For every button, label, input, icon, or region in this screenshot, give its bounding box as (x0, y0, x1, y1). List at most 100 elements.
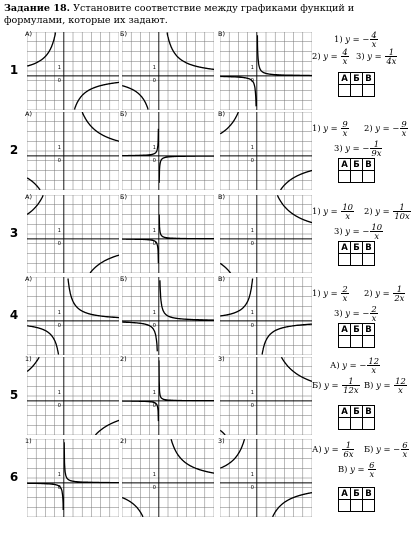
answer-cell[interactable] (350, 170, 363, 183)
unit-label: 1 (58, 145, 61, 151)
graph-label: А) (25, 30, 32, 38)
graph-svg: 10 (219, 438, 313, 518)
denominator: x (398, 385, 403, 395)
formula-lhs: y = − (345, 34, 370, 44)
graph-svg: 10 (121, 31, 215, 111)
graph-panel: 1 0 А) (25, 30, 120, 111)
answer-cell[interactable] (338, 170, 351, 183)
graph-label: Б) (120, 30, 127, 38)
hyperbola-branch (220, 75, 257, 107)
answer-cell[interactable] (338, 253, 351, 266)
answer-cell[interactable] (362, 253, 375, 266)
unit-label: 1 (153, 228, 156, 234)
denominator: x (345, 211, 351, 221)
hyperbola-branch (159, 280, 214, 321)
answer-cell[interactable] (350, 499, 363, 512)
numerator: 12 (367, 356, 381, 366)
numerator: 10 (370, 222, 384, 232)
answer-cell[interactable] (350, 335, 363, 348)
hyperbola-branch (26, 32, 57, 67)
graph-grid (26, 356, 120, 436)
graph-label: В) (218, 275, 225, 283)
answer-cell[interactable] (362, 170, 375, 183)
hyperbola-branch (122, 128, 160, 157)
answer-cell[interactable] (350, 417, 363, 430)
answer-header: А (338, 323, 351, 336)
graph-panel: 1 0 А) (25, 110, 120, 191)
answer-cell[interactable] (362, 417, 375, 430)
unit-label: 1 (153, 145, 156, 151)
graph-panel: 1 0 1) (25, 437, 120, 518)
formula-tag: 1) (312, 206, 324, 216)
graph-panel: 1 0 3) (218, 355, 313, 436)
formula-lhs: y = − (375, 123, 400, 133)
graph-panel: 1 0 2) (120, 437, 215, 518)
formula: 2) y = −9 x (364, 120, 409, 137)
unit-label: 1 (251, 310, 254, 316)
hyperbola-branch (26, 356, 40, 372)
hyperbola-branch (158, 155, 214, 183)
unit-label: 1 (251, 390, 254, 396)
graph-label: В) (218, 110, 225, 118)
answer-cell[interactable] (362, 335, 375, 348)
formula-tag: А) (330, 360, 343, 370)
numerator: 6 (401, 440, 409, 450)
origin-label: 0 (153, 241, 156, 247)
formula-fraction: 10 x (341, 203, 355, 221)
answer-cell[interactable] (350, 253, 363, 266)
answer-cell[interactable] (338, 417, 351, 430)
numerator: 1 (393, 285, 406, 294)
answer-cell[interactable] (350, 84, 363, 97)
graph-svg: 10 (26, 276, 120, 356)
formula-tag: Б) (312, 380, 325, 390)
origin-label: 0 (58, 403, 61, 409)
graph-panel: 1 0 Б) (120, 275, 215, 356)
formula-tag: 3) (334, 226, 346, 236)
answer-header: А (338, 241, 351, 254)
hyperbola-branch (280, 356, 313, 382)
denominator: 10x (394, 211, 410, 221)
formula: 1) y = 10 x (312, 203, 355, 220)
answer-header: Б (350, 72, 363, 85)
formula-lhs: y = (367, 51, 385, 61)
hyperbola-branch (122, 400, 160, 422)
graph-label: 2) (120, 355, 127, 363)
answer-cell[interactable] (362, 84, 375, 97)
graph-grid (26, 438, 120, 518)
denominator: 9x (371, 148, 382, 158)
numerator: 4 (341, 47, 349, 57)
formula-tag: 1) (334, 34, 346, 44)
answer-cell[interactable] (338, 84, 351, 97)
formula-lhs: y = − (345, 143, 370, 153)
unit-label: 1 (58, 390, 61, 396)
formula-tag: 1) (312, 288, 324, 298)
origin-label: 0 (251, 485, 254, 491)
graph-panel: 1 0 2) (120, 355, 215, 436)
row-number: 1 (9, 63, 19, 77)
graph-label: Б) (120, 275, 127, 283)
hyperbola-branch (276, 195, 313, 224)
graph-svg: 10 (219, 111, 313, 191)
answer-cell[interactable] (338, 335, 351, 348)
answer-cell[interactable] (362, 499, 375, 512)
graph-grid (219, 438, 313, 518)
formula: В) y = 12 x (364, 377, 408, 394)
hyperbola-branch (158, 214, 214, 240)
origin-label: 0 (58, 241, 61, 247)
hyperbola-branch (219, 262, 232, 274)
answer-cell[interactable] (338, 499, 351, 512)
unit-label: 1 (58, 310, 61, 316)
denominator: 4x (386, 56, 397, 66)
graph-label: 3) (218, 355, 225, 363)
denominator: x (371, 313, 377, 323)
hyperbola-branch (220, 278, 254, 317)
denominator: x (342, 56, 348, 66)
graph-grid (219, 111, 313, 191)
